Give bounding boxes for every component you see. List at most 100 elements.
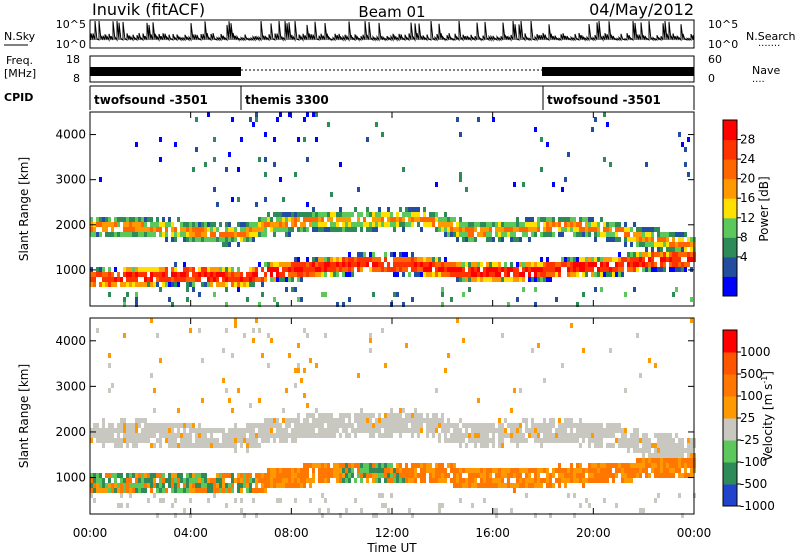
heatmap-cell — [297, 212, 300, 217]
heatmap-cell — [231, 433, 234, 438]
heatmap-cell — [240, 443, 243, 448]
heatmap-cell — [114, 478, 117, 483]
heatmap-cell — [522, 438, 525, 443]
heatmap-cell — [567, 438, 570, 443]
heatmap-cell — [195, 147, 198, 152]
heatmap-cell — [507, 483, 510, 488]
heatmap-cell — [525, 468, 528, 473]
heatmap-cell — [210, 232, 213, 237]
heatmap-cell — [588, 227, 591, 232]
heatmap-cell — [123, 428, 126, 433]
heatmap-cell — [489, 423, 492, 428]
heatmap-cell — [288, 272, 291, 277]
heatmap-cell — [159, 358, 162, 363]
heatmap-cell — [660, 237, 663, 242]
heatmap-cell — [444, 433, 447, 438]
station-title: Inuvik (fitACF) — [92, 0, 205, 19]
heatmap-cell — [252, 272, 255, 277]
heatmap-cell — [579, 473, 582, 478]
heatmap-cell — [561, 217, 564, 222]
heatmap-cell — [552, 267, 555, 272]
heatmap-cell — [516, 423, 519, 428]
heatmap-cell — [321, 222, 324, 227]
colorbar-tick-label: 25 — [740, 411, 755, 425]
heatmap-cell — [108, 222, 111, 227]
heatmap-cell — [546, 257, 549, 262]
heatmap-cell — [285, 428, 288, 433]
heatmap-cell — [435, 463, 438, 468]
heatmap-cell — [492, 277, 495, 282]
heatmap-cell — [540, 167, 543, 172]
heatmap-cell — [684, 162, 687, 167]
heatmap-cell — [291, 438, 294, 443]
heatmap-cell — [366, 428, 369, 433]
heatmap-cell — [354, 257, 357, 262]
heatmap-cell — [258, 157, 261, 162]
heatmap-cell — [300, 433, 303, 438]
heatmap-cell — [462, 227, 465, 232]
heatmap-cell — [300, 222, 303, 227]
heatmap-cell — [129, 423, 132, 428]
heatmap-cell — [591, 272, 594, 277]
heatmap-cell — [591, 423, 594, 428]
heatmap-cell — [249, 272, 252, 277]
heatmap-cell — [330, 272, 333, 277]
heatmap-cell — [135, 267, 138, 272]
heatmap-cell — [261, 217, 264, 222]
heatmap-cell — [456, 483, 459, 488]
heatmap-cell — [147, 438, 150, 443]
heatmap-cell — [303, 222, 306, 227]
heatmap-cell — [681, 232, 684, 237]
heatmap-cell — [684, 473, 687, 478]
heatmap-cell — [588, 443, 591, 448]
heatmap-cell — [510, 277, 513, 282]
heatmap-cell — [177, 408, 180, 413]
heatmap-cell — [555, 468, 558, 473]
heatmap-cell — [501, 478, 504, 483]
heatmap-cell — [570, 463, 573, 468]
heatmap-cell — [183, 438, 186, 443]
heatmap-cell — [294, 262, 297, 267]
heatmap-cell — [126, 438, 129, 443]
heatmap-cell — [606, 423, 609, 428]
heatmap-cell — [459, 132, 462, 137]
heatmap-cell — [441, 217, 444, 222]
heatmap-cell — [396, 212, 399, 217]
heatmap-cell — [174, 282, 177, 287]
heatmap-cell — [96, 473, 99, 478]
heatmap-cell — [576, 257, 579, 262]
heatmap-cell — [306, 202, 309, 207]
heatmap-cell — [531, 418, 534, 423]
heatmap-cell — [243, 428, 246, 433]
heatmap-cell — [123, 333, 126, 338]
heatmap-cell — [189, 483, 192, 488]
heatmap-cell — [366, 262, 369, 267]
heatmap-cell — [408, 257, 411, 262]
heatmap-cell — [351, 267, 354, 272]
heatmap-cell — [561, 187, 564, 192]
heatmap-cell — [177, 428, 180, 433]
heatmap-cell — [231, 232, 234, 237]
heatmap-cell — [426, 222, 429, 227]
heatmap-cell — [96, 433, 99, 438]
heatmap-cell — [189, 267, 192, 272]
heatmap-cell — [639, 458, 642, 463]
heatmap-cell — [174, 483, 177, 488]
heatmap-cell — [672, 242, 675, 247]
heatmap-cell — [297, 468, 300, 473]
heatmap-cell — [558, 478, 561, 483]
heatmap-cell — [531, 478, 534, 483]
heatmap-cell — [561, 232, 564, 237]
heatmap-cell — [576, 222, 579, 227]
heatmap-cell — [123, 438, 126, 443]
heatmap-cell — [519, 438, 522, 443]
heatmap-cell — [282, 438, 285, 443]
heatmap-cell — [309, 217, 312, 222]
heatmap-cell — [342, 302, 345, 307]
heatmap-cell — [372, 252, 375, 257]
heatmap-cell — [585, 423, 588, 428]
heatmap-cell — [501, 232, 504, 237]
heatmap-cell — [189, 423, 192, 428]
heatmap-cell — [258, 428, 261, 433]
heatmap-cell — [570, 257, 573, 262]
